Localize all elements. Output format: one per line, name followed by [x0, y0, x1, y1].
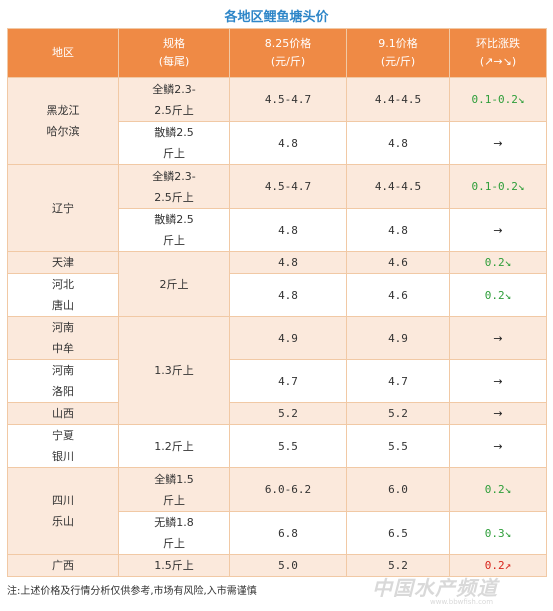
price-825-cell: 4.8	[229, 273, 347, 317]
change-cell: 0.3↘	[449, 511, 547, 555]
price-91-cell: 4.6	[346, 273, 450, 317]
change-cell: 0.1-0.2↘	[449, 164, 547, 209]
price-91-cell: 4.8	[346, 208, 450, 252]
disclaimer-note: 注:上述价格及行情分析仅供参考,市场有风险,入市需谨慎	[7, 586, 257, 597]
price-91-cell: 5.5	[346, 424, 450, 468]
price-825-cell: 4.8	[229, 208, 347, 252]
price-91-cell: 4.4-4.5	[346, 77, 450, 122]
table-row: 宁夏 银川 1.2斤上 5.5 5.5 →	[7, 424, 547, 468]
price-825-cell: 4.8	[229, 251, 347, 274]
price-91-cell: 6.0	[346, 467, 450, 512]
price-91-cell: 4.9	[346, 316, 450, 360]
change-cell: 0.2↘	[449, 467, 547, 512]
header-region: 地区	[7, 28, 119, 78]
change-cell: 0.2↘	[449, 251, 547, 274]
change-cell: 0.1-0.2↘	[449, 77, 547, 122]
change-cell: →	[449, 121, 547, 165]
spec-cell: 1.3斤上	[118, 316, 230, 425]
table-title: 各地区鲤鱼塘头价	[224, 10, 329, 25]
spec-cell: 散鳞2.5 斤上	[118, 121, 230, 165]
region-cell: 河北 唐山	[7, 273, 119, 317]
change-cell: 0.2↘	[449, 273, 547, 317]
change-cell: →	[449, 208, 547, 252]
spec-cell: 无鳞1.8 斤上	[118, 511, 230, 555]
header-spec: 规格 (每尾)	[118, 28, 230, 78]
price-91-cell: 5.2	[346, 402, 450, 425]
table-row: 无鳞1.8 斤上 6.8 6.5 0.3↘	[8, 511, 547, 555]
region-cell: 山西	[7, 402, 119, 425]
price-91-cell: 4.7	[346, 359, 450, 403]
spec-cell: 1.5斤上	[118, 554, 230, 577]
table-row: 四川 乐山 全鳞1.5 斤上 6.0-6.2 6.0 0.2↘	[7, 467, 547, 555]
region-cell: 河南 中牟	[7, 316, 119, 360]
spec-cell: 散鳞2.5 斤上	[118, 208, 230, 252]
price-91-cell: 4.6	[346, 251, 450, 274]
price-825-cell: 4.5-4.7	[229, 77, 347, 122]
region-cell: 黑龙江 哈尔滨	[7, 77, 119, 165]
price-825-cell: 5.2	[229, 402, 347, 425]
price-825-cell: 4.8	[229, 121, 347, 165]
change-cell: →	[449, 316, 547, 360]
price-91-cell: 4.4-4.5	[346, 164, 450, 209]
price-825-cell: 4.5-4.7	[229, 164, 347, 209]
price-825-cell: 5.5	[229, 424, 347, 468]
price-825-cell: 6.0-6.2	[229, 467, 347, 512]
region-cell: 天津	[7, 251, 119, 274]
header-price-825: 8.25价格 (元/斤)	[229, 28, 347, 78]
spec-cell: 全鳞2.3- 2.5斤上	[118, 77, 230, 122]
region-cell: 四川 乐山	[7, 467, 119, 555]
watermark-url: www.bbwfish.com	[430, 598, 494, 606]
region-cell: 辽宁	[7, 164, 119, 252]
change-cell: 0.2↗	[449, 554, 547, 577]
table-row: 山西 5.2 5.2 →	[7, 402, 547, 425]
price-91-cell: 6.5	[346, 511, 450, 555]
table-row: 河南 中牟 1.3斤上 4.9 4.9 →	[7, 316, 547, 425]
watermark-logo: 中国水产频道	[372, 576, 498, 600]
spec-cell: 全鳞1.5 斤上	[118, 467, 230, 512]
region-cell: 广西	[7, 554, 119, 577]
spec-cell: 全鳞2.3- 2.5斤上	[118, 164, 230, 209]
spec-cell: 1.2斤上	[118, 424, 230, 468]
table-row: 河南 洛阳 4.7 4.7 →	[7, 359, 547, 403]
price-table: 地区 规格 (每尾) 8.25价格 (元/斤) 9.1价格 (元/斤) 环比涨跌…	[7, 28, 547, 577]
price-825-cell: 4.9	[229, 316, 347, 360]
price-825-cell: 5.0	[229, 554, 347, 577]
price-825-cell: 4.7	[229, 359, 347, 403]
region-cell: 宁夏 银川	[7, 424, 119, 468]
table-row: 河北 唐山 4.8 4.6 0.2↘	[7, 273, 547, 317]
table-row: 散鳞2.5 斤上 4.8 4.8 →	[8, 208, 547, 252]
change-cell: →	[449, 424, 547, 468]
spec-cell: 2斤上	[118, 251, 230, 317]
price-825-cell: 6.8	[229, 511, 347, 555]
table-row: 广西 1.5斤上 5.0 5.2 0.2↗	[7, 554, 547, 577]
region-cell: 河南 洛阳	[7, 359, 119, 403]
price-91-cell: 4.8	[346, 121, 450, 165]
table-row: 黑龙江 哈尔滨 全鳞2.3- 2.5斤上 4.5-4.7 4.4-4.5 0.1…	[7, 77, 547, 165]
header-price-91: 9.1价格 (元/斤)	[346, 28, 450, 78]
change-cell: →	[449, 402, 547, 425]
table-row: 散鳞2.5 斤上 4.8 4.8 →	[8, 121, 547, 165]
table-row: 辽宁 全鳞2.3- 2.5斤上 4.5-4.7 4.4-4.5 0.1-0.2↘	[7, 164, 547, 252]
header-change: 环比涨跌 (↗→↘)	[449, 28, 547, 78]
header-row: 地区 规格 (每尾) 8.25价格 (元/斤) 9.1价格 (元/斤) 环比涨跌…	[7, 28, 547, 78]
table-row: 天津 2斤上 4.8 4.6 0.2↘	[7, 251, 547, 317]
change-cell: →	[449, 359, 547, 403]
